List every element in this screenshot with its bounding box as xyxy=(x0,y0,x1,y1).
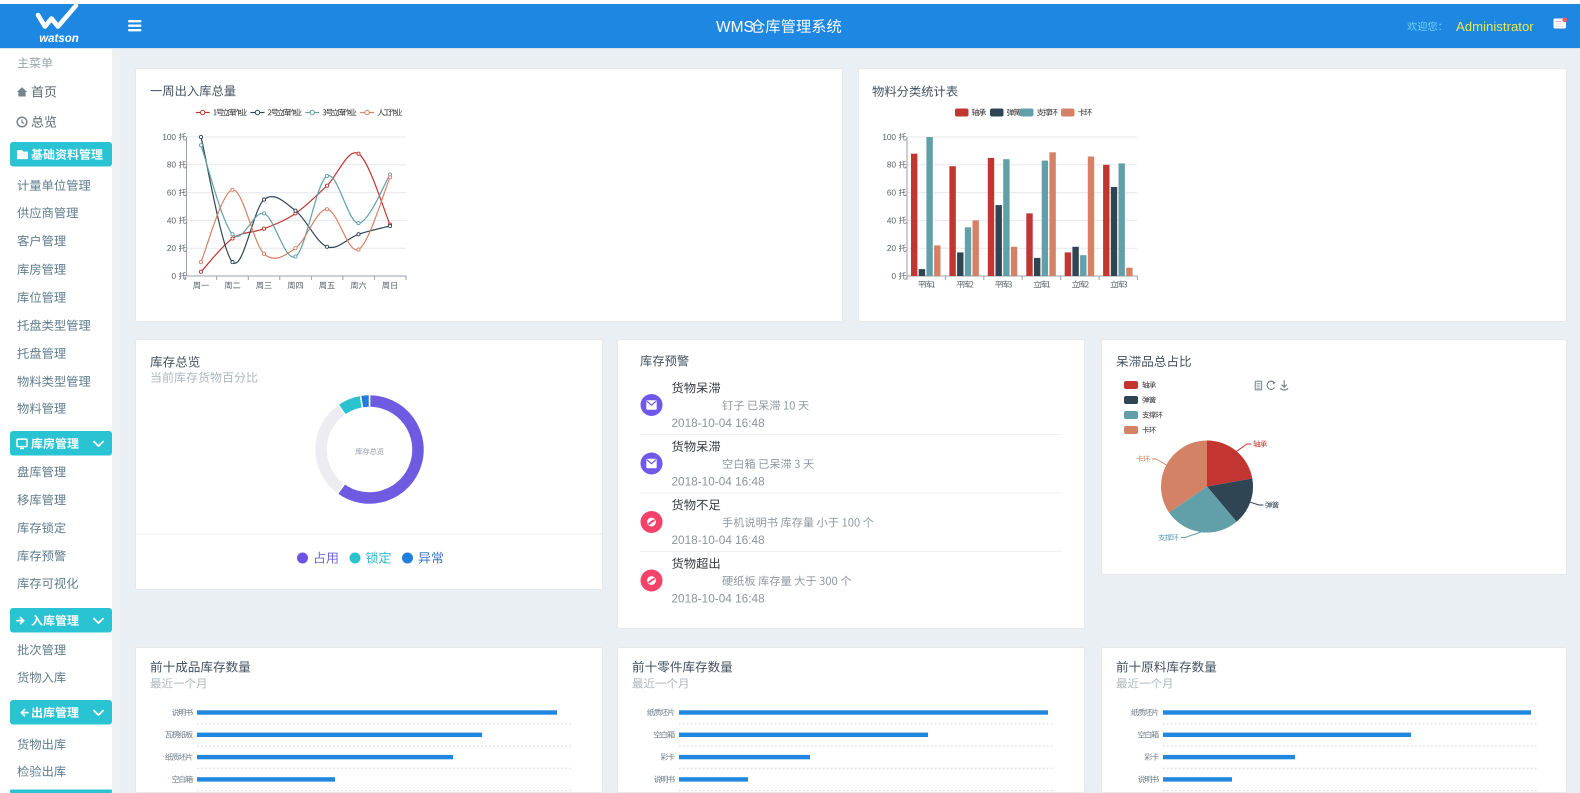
svg-text:60: 60 xyxy=(887,189,897,198)
svg-text:Administrator: Administrator xyxy=(1456,19,1534,34)
svg-text:0: 0 xyxy=(171,272,176,281)
svg-text:20: 20 xyxy=(887,244,897,253)
svg-text:2018-10-04 16:48: 2018-10-04 16:48 xyxy=(672,533,766,547)
svg-text:2018-10-04 16:48: 2018-10-04 16:48 xyxy=(672,591,766,605)
svg-text:80: 80 xyxy=(887,161,897,170)
svg-text:40: 40 xyxy=(887,216,897,225)
svg-text:2018-10-04 16:48: 2018-10-04 16:48 xyxy=(672,416,766,430)
svg-text:40: 40 xyxy=(167,216,177,225)
svg-text:80: 80 xyxy=(167,161,177,170)
svg-text:100: 100 xyxy=(162,133,176,142)
svg-text:WMS: WMS xyxy=(716,19,754,36)
svg-text:2018-10-04 16:48: 2018-10-04 16:48 xyxy=(672,474,766,488)
svg-text:60: 60 xyxy=(167,189,177,198)
svg-text:100: 100 xyxy=(882,133,896,142)
svg-text:20: 20 xyxy=(167,244,177,253)
svg-text:0: 0 xyxy=(891,272,896,281)
svg-text:watson: watson xyxy=(39,33,79,45)
